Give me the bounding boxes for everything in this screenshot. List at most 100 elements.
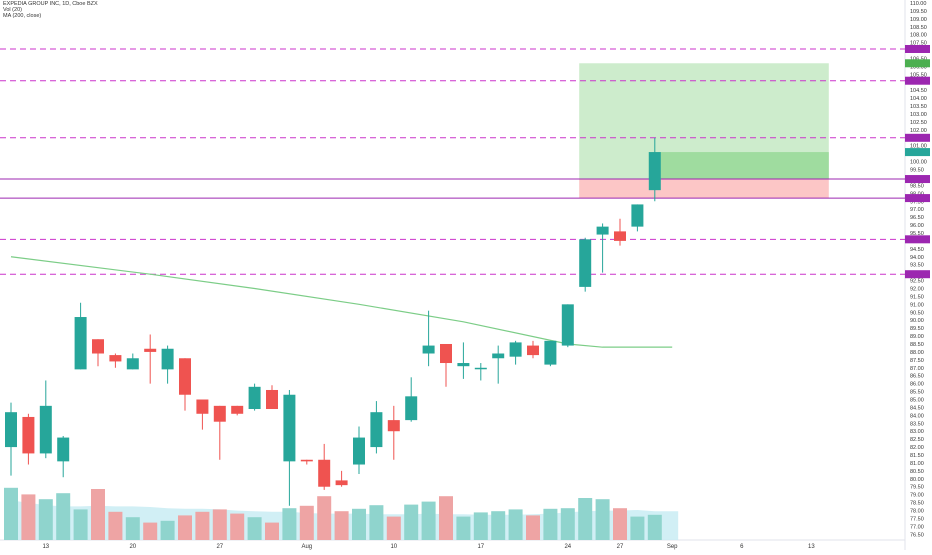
date-tick-label: 27 [617,544,624,550]
price-tick-label: 109.00 [910,17,927,23]
time-axis[interactable]: 13 20 27 Aug 10 17 24 27 Sep 6 13 [42,544,815,550]
price-tick-label: 102.00 [910,128,927,134]
price-tick-label: 106.00 [910,64,927,70]
candle-body [74,317,87,370]
price-tag [905,235,930,244]
price-tick-label: 86.00 [910,382,924,388]
volume-bar [543,508,558,540]
price-tick-label: 80.00 [910,477,924,483]
candle-body [422,345,435,354]
volume-bar [265,522,279,540]
price-tick-label: 90.50 [910,310,924,316]
price-tick-label: 94.50 [910,247,924,253]
candle [92,339,104,367]
volume-bar [595,499,610,540]
price-tag [905,148,930,157]
date-tick-label: Sep [667,544,678,550]
price-tick-label: 88.00 [910,350,924,356]
candle [144,334,157,384]
ma-200-line [10,256,673,348]
volume-bar [108,511,123,540]
volume-bar [630,516,645,540]
long-position-tool[interactable] [579,63,829,199]
candle-body [179,358,191,395]
date-tick-label: 13 [808,544,815,550]
price-tick-label: 77.00 [910,524,924,530]
price-tick-label: 84.00 [910,413,924,419]
price-tick-label: 98.50 [910,183,924,189]
volume-bar [91,489,105,540]
candle [74,302,87,370]
volume-pane [4,487,679,540]
candle [318,443,331,490]
symbol-legend[interactable]: EXPEDIA GROUP INC, 1D, Cboe BZX [3,1,98,7]
date-tick-label: 20 [129,544,136,550]
candle [579,237,592,292]
volume-bar [21,494,36,540]
candle-body [474,367,487,370]
volume-bar [56,493,71,540]
candle [126,353,139,370]
price-tick-label: 104.00 [910,96,927,102]
price-tag [905,194,930,203]
volume-bar [439,496,453,540]
candles[interactable] [5,137,661,506]
candle [561,304,574,348]
price-tick-label: 101.00 [910,144,927,150]
candle [614,218,626,246]
price-tick-label: 80.50 [910,469,924,475]
volume-bar [317,496,332,540]
candle-body [648,152,661,191]
candle-body [5,412,17,448]
candle-body [405,396,418,421]
price-tick-label: 91.00 [910,302,924,308]
candle-body [248,386,261,410]
price-tick-label: 77.50 [910,516,924,522]
date-tick-label: 10 [390,544,397,550]
volume-bar [125,517,140,540]
candle-body [266,389,278,410]
candle-body [457,363,470,367]
volume-legend[interactable]: Vol (20) [3,7,22,13]
price-tick-label: 97.00 [910,207,924,213]
candle-body [335,480,348,486]
volume-bar [195,511,210,540]
price-tick-label: 99.50 [910,168,924,174]
candle [39,380,52,459]
candle-body [370,412,383,448]
price-tick-label: 87.50 [910,358,924,364]
price-tick-label: 82.50 [910,437,924,443]
candle-body [579,239,592,287]
candle [422,310,435,367]
price-tick-label: 108.50 [910,25,927,31]
price-tick-label: 100.00 [910,160,927,166]
date-tick-label: 17 [477,544,484,550]
candle [179,358,191,411]
volume-bar [299,505,314,540]
price-tag [905,270,930,279]
candle-body [92,339,104,354]
candle [109,353,122,368]
volume-bar [334,511,349,540]
candle [266,385,278,410]
price-tick-label: 103.00 [910,112,927,118]
candle [335,470,348,487]
price-tag [905,175,930,184]
volume-bar [421,501,436,540]
candle [213,405,226,460]
candle [440,343,452,387]
price-tick-label: 89.50 [910,326,924,332]
volume-bar [491,511,506,540]
volume-bar [508,509,523,540]
volume-bar [230,513,245,540]
price-tick-label: 91.50 [910,294,924,300]
ma-legend[interactable]: MA (200, close) [3,13,42,19]
price-tick-label: 103.50 [910,104,927,110]
volume-bar [73,509,88,540]
candle-body [196,399,209,414]
volume-bar [178,515,192,540]
volume-bar [160,520,175,540]
candle [596,223,609,273]
